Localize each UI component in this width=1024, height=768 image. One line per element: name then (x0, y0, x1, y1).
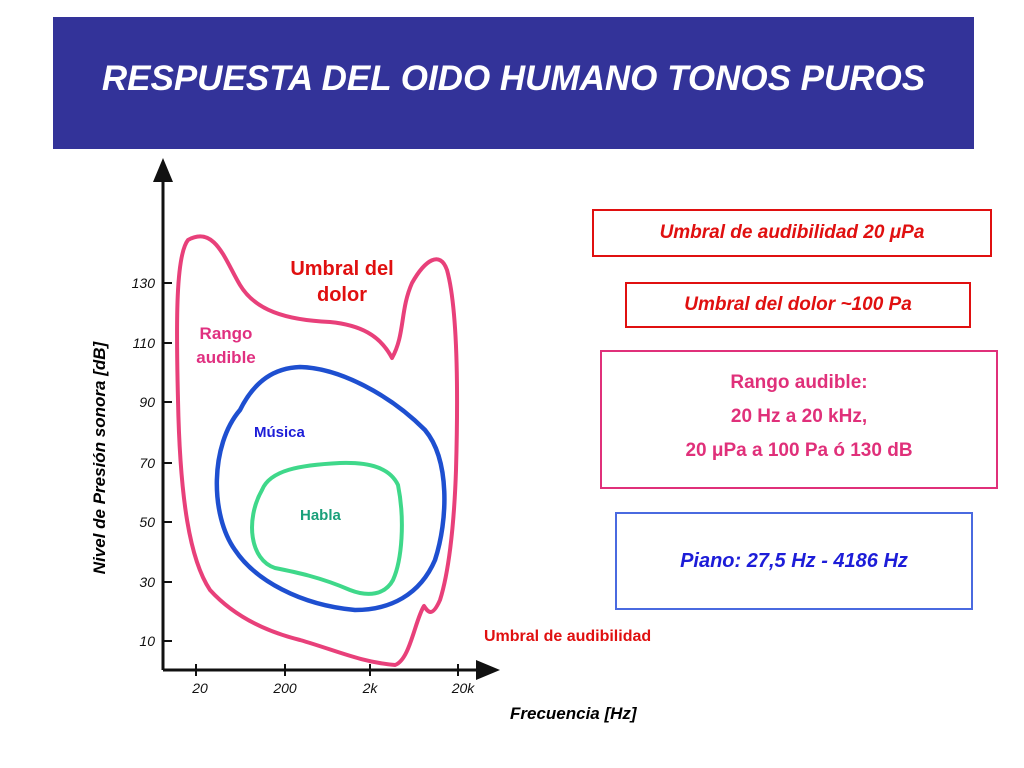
y-axis-label: Nivel de Presión sonora [dB] (90, 341, 109, 575)
y-tick-label: 90 (139, 394, 155, 410)
audible-range-label-line1: Rango (199, 324, 253, 343)
pain-threshold-label-line1: Umbral del (290, 258, 394, 280)
x-tick-label: 20k (451, 680, 476, 696)
audible-range-title: Rango audible: (730, 372, 868, 393)
x-axis-arrow (476, 660, 500, 680)
y-tick-label: 130 (132, 275, 156, 291)
y-tick-label: 50 (139, 514, 155, 530)
speech-label: Habla (300, 507, 341, 524)
audible-range-box: Rango audible: 20 Hz a 20 kHz, 20 μPa a … (600, 350, 998, 489)
x-axis-label: Frecuencia [Hz] (510, 704, 637, 723)
y-tick-label: 110 (133, 335, 156, 351)
y-tick-label: 30 (139, 574, 155, 590)
title-bar: RESPUESTA DEL OIDO HUMANO TONOS PUROS (53, 17, 974, 149)
audible-range-pressure: 20 μPa a 100 Pa ó 130 dB (685, 440, 913, 461)
audible-range-label-line2: audible (196, 348, 256, 367)
pain-threshold-label-line2: dolor (317, 284, 367, 306)
audible-range-label: Rango audible (176, 322, 276, 370)
speech-curve (250, 460, 404, 596)
slide-title: RESPUESTA DEL OIDO HUMANO TONOS PUROS (101, 59, 926, 98)
hearing-threshold-box: Umbral de audibilidad 20 μPa (592, 209, 992, 257)
piano-range-box: Piano: 27,5 Hz - 4186 Hz (615, 512, 973, 610)
music-curve (214, 364, 447, 613)
pain-threshold-label: Umbral del dolor (262, 256, 422, 308)
audible-range-frequency: 20 Hz a 20 kHz, (730, 406, 868, 427)
y-tick-label: 10 (139, 633, 155, 649)
hearing-threshold-label: Umbral de audibilidad (484, 628, 652, 645)
pain-threshold-box: Umbral del dolor ~100 Pa (625, 282, 971, 328)
hearing-diagram: 130 110 90 70 50 30 10 20 200 2k 20k (132, 158, 500, 696)
y-axis-arrow (153, 158, 173, 182)
x-tick-label: 2k (362, 680, 379, 696)
x-tick-label: 200 (272, 680, 297, 696)
y-tick-label: 70 (139, 455, 155, 471)
x-tick-label: 20 (191, 680, 208, 696)
music-label: Música (254, 424, 305, 441)
audible-range-curve (175, 234, 460, 667)
